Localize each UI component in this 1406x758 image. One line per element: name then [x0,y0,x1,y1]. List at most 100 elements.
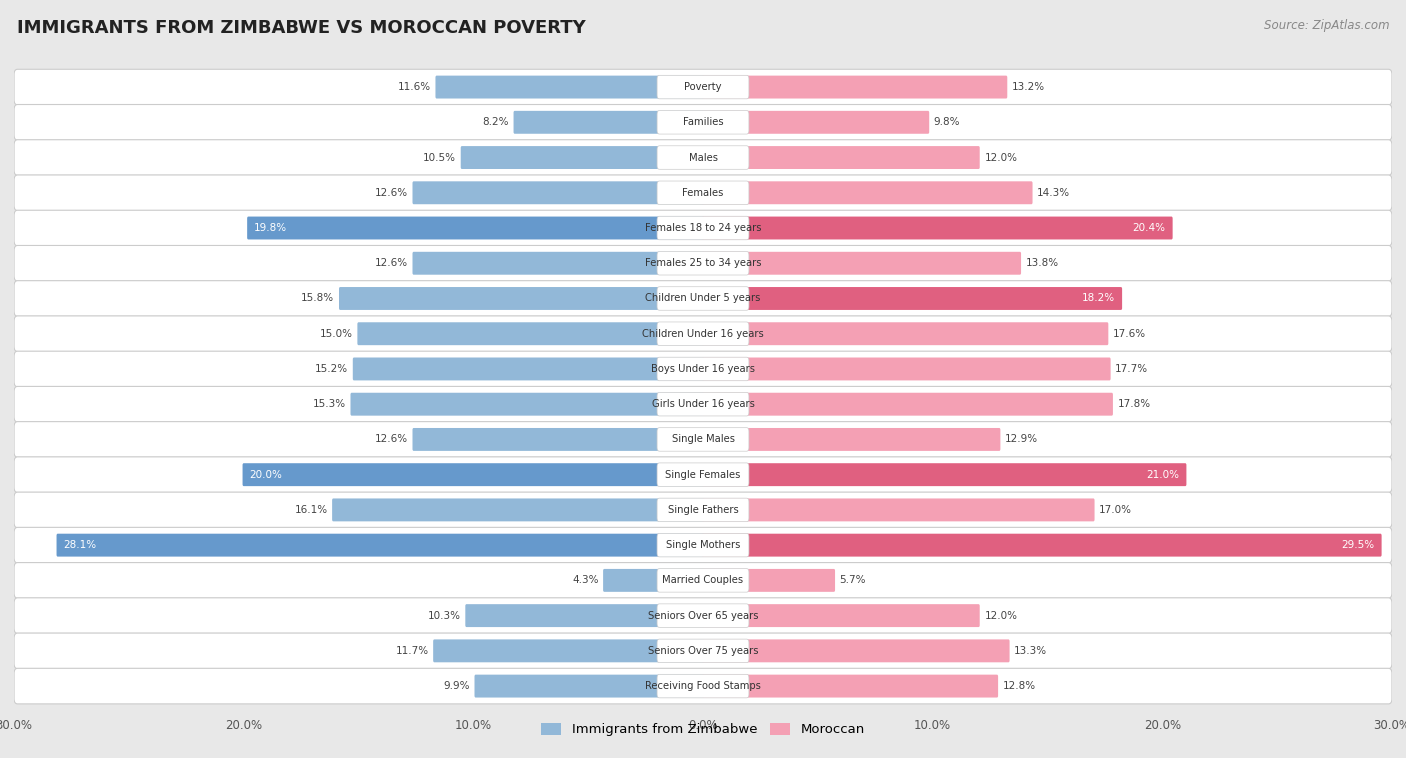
FancyBboxPatch shape [603,569,704,592]
FancyBboxPatch shape [14,316,1392,352]
Text: 12.0%: 12.0% [984,152,1018,162]
FancyBboxPatch shape [247,217,704,240]
FancyBboxPatch shape [14,280,1392,316]
FancyBboxPatch shape [412,428,704,451]
Text: Females 25 to 34 years: Females 25 to 34 years [645,258,761,268]
Text: Girls Under 16 years: Girls Under 16 years [651,399,755,409]
FancyBboxPatch shape [657,146,749,169]
FancyBboxPatch shape [433,640,704,662]
Text: 15.2%: 15.2% [315,364,349,374]
Text: 17.8%: 17.8% [1118,399,1150,409]
FancyBboxPatch shape [657,393,749,416]
FancyBboxPatch shape [243,463,704,486]
FancyBboxPatch shape [657,75,749,99]
FancyBboxPatch shape [474,675,704,697]
Text: 11.6%: 11.6% [398,82,430,92]
FancyBboxPatch shape [14,387,1392,422]
FancyBboxPatch shape [702,111,929,133]
Text: Single Males: Single Males [672,434,734,444]
FancyBboxPatch shape [702,534,1382,556]
FancyBboxPatch shape [702,358,1111,381]
FancyBboxPatch shape [657,463,749,487]
Text: 13.3%: 13.3% [1014,646,1047,656]
FancyBboxPatch shape [702,675,998,697]
FancyBboxPatch shape [14,351,1392,387]
FancyBboxPatch shape [702,569,835,592]
FancyBboxPatch shape [14,457,1392,493]
Text: 12.6%: 12.6% [375,434,408,444]
FancyBboxPatch shape [702,322,1108,345]
Text: 17.0%: 17.0% [1099,505,1132,515]
FancyBboxPatch shape [657,287,749,310]
FancyBboxPatch shape [657,568,749,592]
Text: 17.6%: 17.6% [1114,329,1146,339]
Text: 13.2%: 13.2% [1012,82,1045,92]
Text: 20.4%: 20.4% [1133,223,1166,233]
FancyBboxPatch shape [339,287,704,310]
Text: Children Under 16 years: Children Under 16 years [643,329,763,339]
FancyBboxPatch shape [657,428,749,451]
Text: 29.5%: 29.5% [1341,540,1375,550]
Text: 12.9%: 12.9% [1005,434,1038,444]
FancyBboxPatch shape [702,146,980,169]
Text: 9.9%: 9.9% [443,681,470,691]
Text: 13.8%: 13.8% [1025,258,1059,268]
Text: 12.6%: 12.6% [375,188,408,198]
Text: Seniors Over 65 years: Seniors Over 65 years [648,611,758,621]
Text: Females: Females [682,188,724,198]
FancyBboxPatch shape [657,216,749,240]
Text: Receiving Food Stamps: Receiving Food Stamps [645,681,761,691]
Text: IMMIGRANTS FROM ZIMBABWE VS MOROCCAN POVERTY: IMMIGRANTS FROM ZIMBABWE VS MOROCCAN POV… [17,19,586,37]
Text: Married Couples: Married Couples [662,575,744,585]
Text: 15.3%: 15.3% [312,399,346,409]
Text: 19.8%: 19.8% [254,223,287,233]
FancyBboxPatch shape [14,105,1392,140]
Text: Poverty: Poverty [685,82,721,92]
FancyBboxPatch shape [14,139,1392,175]
FancyBboxPatch shape [657,111,749,134]
Text: 21.0%: 21.0% [1146,470,1180,480]
FancyBboxPatch shape [657,181,749,205]
Text: 14.3%: 14.3% [1038,188,1070,198]
FancyBboxPatch shape [461,146,704,169]
FancyBboxPatch shape [657,498,749,522]
Text: 20.0%: 20.0% [249,470,283,480]
FancyBboxPatch shape [702,499,1094,522]
FancyBboxPatch shape [702,640,1010,662]
Text: 12.6%: 12.6% [375,258,408,268]
FancyBboxPatch shape [465,604,704,627]
Text: 9.8%: 9.8% [934,117,960,127]
FancyBboxPatch shape [14,598,1392,634]
FancyBboxPatch shape [702,252,1021,274]
Text: 10.3%: 10.3% [427,611,461,621]
FancyBboxPatch shape [14,421,1392,457]
FancyBboxPatch shape [412,252,704,274]
FancyBboxPatch shape [513,111,704,133]
FancyBboxPatch shape [14,69,1392,105]
FancyBboxPatch shape [702,604,980,627]
Text: Single Females: Single Females [665,470,741,480]
FancyBboxPatch shape [657,534,749,557]
FancyBboxPatch shape [657,604,749,628]
FancyBboxPatch shape [357,322,704,345]
FancyBboxPatch shape [436,76,704,99]
FancyBboxPatch shape [14,528,1392,563]
Text: 12.8%: 12.8% [1002,681,1036,691]
Text: 17.7%: 17.7% [1115,364,1149,374]
FancyBboxPatch shape [14,492,1392,528]
Text: 18.2%: 18.2% [1083,293,1115,303]
FancyBboxPatch shape [657,322,749,346]
FancyBboxPatch shape [14,246,1392,281]
FancyBboxPatch shape [14,669,1392,704]
Text: Seniors Over 75 years: Seniors Over 75 years [648,646,758,656]
Text: Families: Families [683,117,723,127]
Text: 16.1%: 16.1% [294,505,328,515]
FancyBboxPatch shape [702,463,1187,486]
Text: 10.5%: 10.5% [423,152,456,162]
FancyBboxPatch shape [353,358,704,381]
Legend: Immigrants from Zimbabwe, Moroccan: Immigrants from Zimbabwe, Moroccan [536,718,870,742]
Text: 8.2%: 8.2% [482,117,509,127]
FancyBboxPatch shape [702,76,1007,99]
FancyBboxPatch shape [14,210,1392,246]
FancyBboxPatch shape [657,675,749,698]
